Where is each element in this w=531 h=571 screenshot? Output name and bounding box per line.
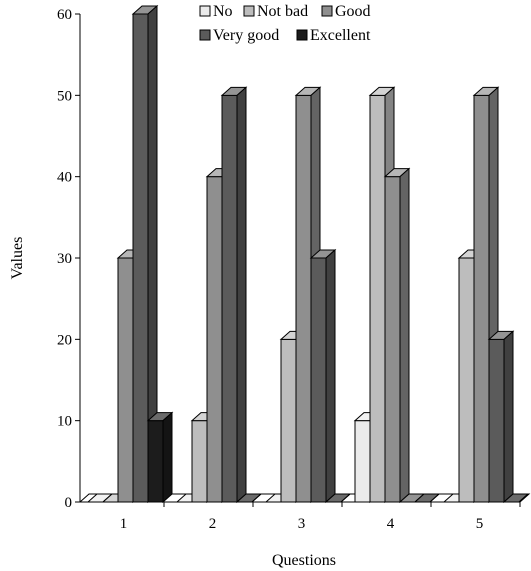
bar-front	[354, 420, 371, 503]
legend-label: Good	[335, 3, 371, 20]
legend-label: Excellent	[310, 27, 371, 44]
legend-swatch	[199, 5, 211, 17]
bar-front	[384, 176, 401, 503]
legend-item: No	[199, 3, 233, 20]
bar-front	[295, 94, 312, 503]
bar	[235, 493, 263, 503]
bar	[324, 493, 352, 503]
bar-side	[162, 411, 173, 504]
bar-front	[147, 420, 164, 503]
bar	[220, 86, 248, 504]
bar-front	[206, 176, 223, 503]
bar-side	[503, 330, 514, 504]
legend-item: Very good	[199, 27, 279, 44]
bar	[131, 4, 159, 504]
bar-front	[458, 257, 475, 503]
bar-front	[191, 420, 208, 503]
bar	[146, 411, 174, 504]
bar-side	[340, 493, 351, 503]
bar-front	[132, 13, 149, 503]
bar-front	[117, 257, 134, 503]
y-tick-label: 30	[57, 251, 72, 267]
bar	[383, 167, 411, 504]
legend-item: Good	[321, 3, 371, 20]
legend-swatch	[199, 29, 211, 41]
bar-side	[429, 493, 440, 503]
x-tick-label: 1	[120, 516, 128, 532]
x-axis-title: Questions	[272, 552, 336, 569]
y-tick-label: 50	[57, 88, 72, 104]
bar-side	[236, 86, 247, 504]
legend-label: Very good	[213, 27, 279, 44]
x-tick-label: 5	[476, 516, 484, 532]
bar-front	[473, 94, 490, 503]
bar-side	[518, 493, 529, 503]
legend-label: No	[213, 3, 233, 20]
bar-front	[369, 94, 386, 503]
bar-side	[251, 493, 262, 503]
bar	[413, 493, 441, 503]
bar-side	[399, 167, 410, 504]
y-tick-label: 0	[65, 495, 73, 511]
legend-swatch	[296, 29, 308, 41]
bar-front	[488, 338, 505, 503]
bar-front	[221, 94, 238, 503]
y-axis-title: Values	[9, 237, 26, 280]
legend-swatch	[243, 5, 255, 17]
bar-side	[325, 248, 336, 504]
y-tick-label: 10	[57, 414, 72, 430]
y-tick-label: 40	[57, 170, 72, 186]
bar	[487, 330, 515, 504]
legend-label: Not bad	[257, 3, 308, 20]
bar-front	[310, 257, 327, 503]
legend-swatch	[321, 5, 333, 17]
bar	[309, 248, 337, 504]
y-tick-label: 20	[57, 332, 72, 348]
legend-item: Not bad	[243, 3, 308, 20]
x-tick-label: 4	[387, 516, 395, 532]
x-tick-label: 2	[209, 516, 217, 532]
legend: No Not bad Good Very good Excellent	[199, 3, 371, 44]
x-tick-label: 3	[298, 516, 306, 532]
legend-item: Excellent	[296, 27, 371, 44]
bars	[86, 4, 530, 504]
y-tick-label: 60	[57, 7, 72, 23]
bar	[502, 493, 530, 503]
bar-front	[280, 338, 297, 503]
